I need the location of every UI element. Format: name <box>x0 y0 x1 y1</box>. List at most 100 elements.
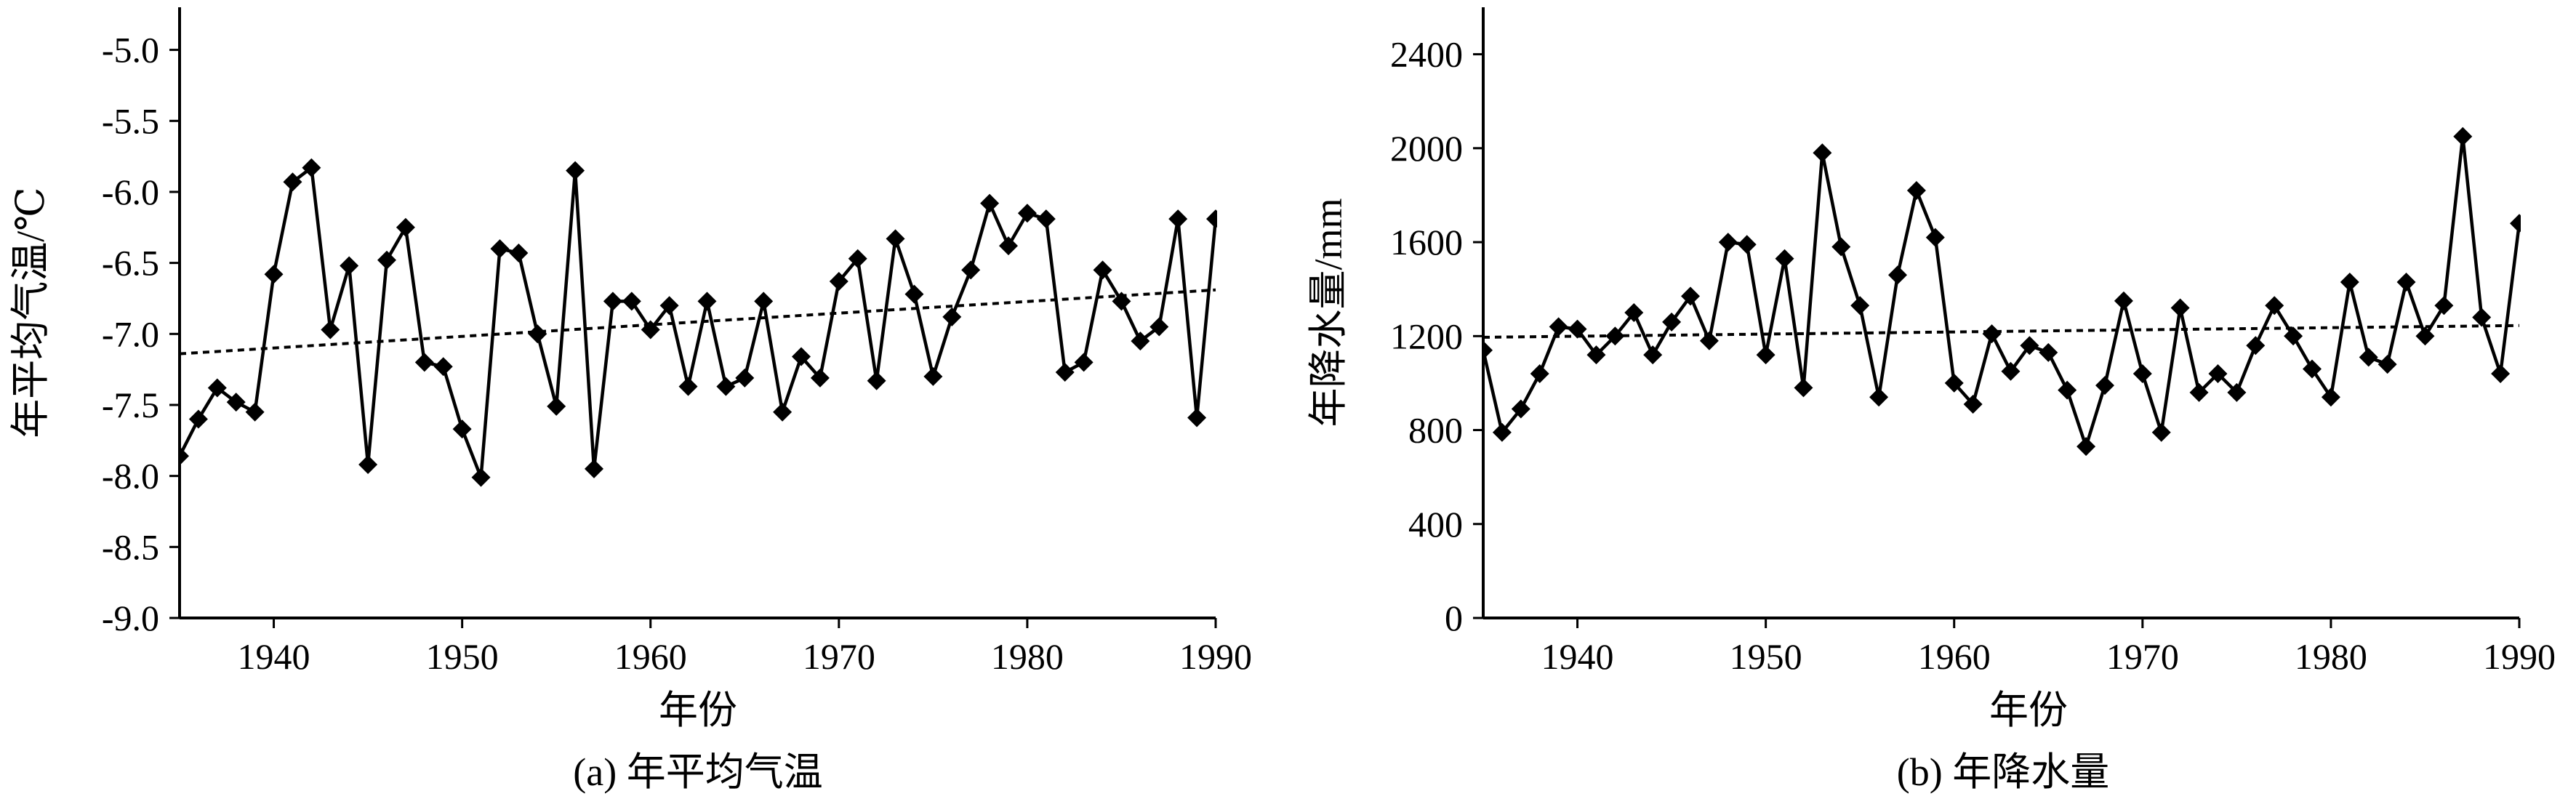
data-point <box>2491 364 2511 383</box>
data-point <box>1737 235 1757 254</box>
data-point <box>188 409 208 429</box>
data-point <box>904 284 924 304</box>
data-point <box>1944 373 1964 393</box>
data-point <box>1775 249 1794 268</box>
data-point <box>1963 395 1983 414</box>
data-point <box>180 446 189 466</box>
data-point <box>2151 422 2171 442</box>
y-axis-title: 年平均气温/℃ <box>9 187 52 438</box>
data-point <box>1605 326 1625 346</box>
data-point <box>1643 345 1663 365</box>
data-point <box>414 353 434 372</box>
data-point <box>1055 363 1075 382</box>
data-point <box>1511 399 1530 419</box>
data-point <box>2114 291 2133 310</box>
x-tick-label: 1980 <box>2295 636 2367 677</box>
data-point <box>1168 209 1188 229</box>
data-point <box>1549 317 1568 337</box>
data-point <box>377 250 396 270</box>
data-point <box>1149 317 1169 337</box>
data-point <box>340 256 359 276</box>
data-point <box>509 243 529 262</box>
data-point <box>2039 342 2058 362</box>
data-point <box>1681 286 1700 306</box>
data-point <box>2510 214 2521 233</box>
data-point <box>1624 303 1644 322</box>
data-point <box>2246 336 2266 356</box>
data-point <box>433 357 453 377</box>
x-tick-label: 1940 <box>1541 636 1614 677</box>
plot-area <box>1483 127 2521 457</box>
x-tick-label: 1970 <box>2106 636 2179 677</box>
data-point <box>659 296 679 316</box>
x-axis-title: 年份 <box>1989 688 2068 732</box>
data-point <box>2132 364 2152 383</box>
data-point <box>1813 143 1832 163</box>
x-tick-label: 1960 <box>1918 636 1991 677</box>
data-point <box>1850 296 1870 316</box>
data-point <box>1017 204 1037 223</box>
y-tick-label: 2400 <box>1390 34 1463 75</box>
chart-a-temperature: -9.0 -8.5 -8.0 -7.5 -7.0 -6.5 -6.0 -5.5 -5.0 1940… <box>9 7 1252 794</box>
chart-caption: (b) 年降水量 <box>1897 750 2109 794</box>
data-point <box>1662 312 1682 332</box>
x-tick-label: 1950 <box>426 636 499 677</box>
x-axis-title: 年份 <box>659 688 737 732</box>
data-point <box>716 377 736 396</box>
data-point <box>2208 364 2228 383</box>
y-tick-label: 0 <box>1445 598 1463 638</box>
data-point <box>2058 380 2077 400</box>
data-point <box>1906 181 1926 200</box>
data-point <box>1869 388 1889 407</box>
data-point <box>980 193 1000 213</box>
data-point <box>622 292 641 311</box>
data-point <box>264 265 284 284</box>
data-point <box>773 402 793 422</box>
y-tick-label: -5.0 <box>102 30 159 71</box>
y-tick-label: -7.0 <box>102 313 159 354</box>
data-point <box>1074 353 1094 372</box>
data-point <box>1131 332 1150 351</box>
x-tick-label: 1990 <box>2483 636 2556 677</box>
data-point <box>2340 273 2359 292</box>
series-line <box>180 164 1217 478</box>
x-tick-label: 1970 <box>803 636 875 677</box>
data-point <box>2434 296 2454 316</box>
x-tick-label: 1980 <box>991 636 1064 677</box>
data-point <box>2396 273 2416 292</box>
y-tick-label: 400 <box>1408 504 1463 545</box>
data-point <box>641 320 660 340</box>
data-point <box>1206 209 1217 229</box>
data-point <box>678 377 698 396</box>
data-point <box>2077 437 2096 457</box>
x-tick-label: 1940 <box>238 636 310 677</box>
data-point <box>923 366 943 386</box>
data-point <box>2303 359 2322 379</box>
data-point <box>207 378 227 398</box>
trend-line <box>180 288 1216 356</box>
data-point <box>2265 296 2284 316</box>
data-point <box>471 467 491 487</box>
y-tick-label: 1200 <box>1390 316 1463 356</box>
y-tick-label: -5.5 <box>102 100 159 141</box>
data-point <box>2378 355 2397 374</box>
data-point <box>2227 382 2247 402</box>
x-tick-label: 1990 <box>1179 636 1252 677</box>
y-tick-label: 800 <box>1408 410 1463 451</box>
chart-b-precipitation: 0 400 800 1200 1600 2000 2400 1940 1950 1960 1970 1… <box>1307 7 2556 794</box>
y-tick-label: -6.5 <box>102 243 159 284</box>
data-point <box>603 292 622 311</box>
y-tick-label: -7.5 <box>102 385 159 425</box>
trend-line <box>1483 324 2520 339</box>
data-point <box>1982 324 2002 344</box>
data-point <box>2415 326 2435 346</box>
data-point <box>1492 422 1512 442</box>
data-point <box>490 239 510 259</box>
data-point <box>2453 127 2473 146</box>
y-axis-title: 年降水量/mm <box>1307 198 1350 427</box>
x-tick-label: 1960 <box>614 636 687 677</box>
data-point <box>735 368 755 388</box>
data-point <box>1093 260 1112 280</box>
data-point <box>1888 265 1907 285</box>
